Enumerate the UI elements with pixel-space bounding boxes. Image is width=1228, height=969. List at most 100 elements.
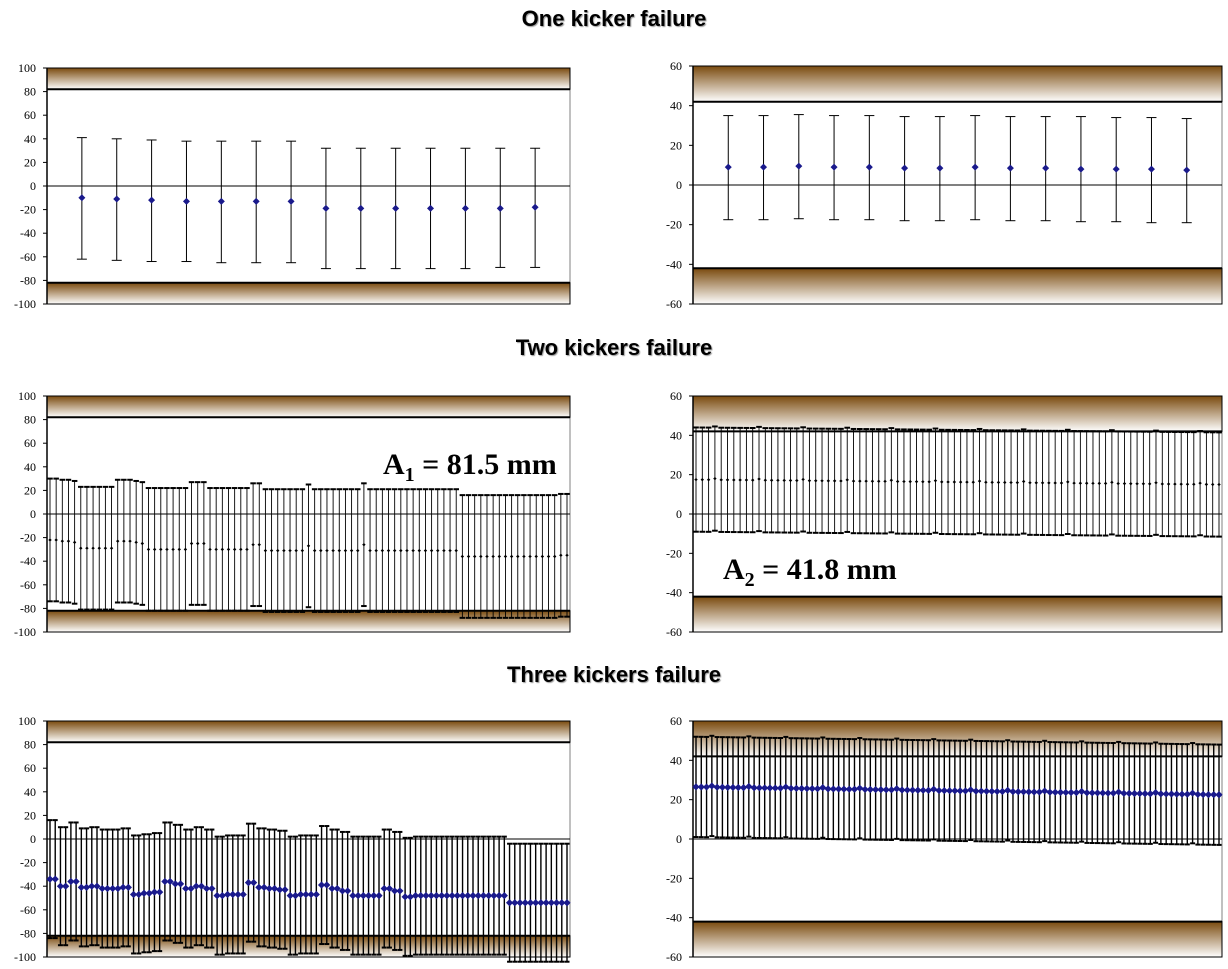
data-point xyxy=(245,547,249,552)
data-point xyxy=(951,787,959,795)
data-point xyxy=(119,883,127,891)
data-point xyxy=(217,197,225,205)
data-point xyxy=(1112,165,1120,173)
data-point xyxy=(1185,482,1190,486)
data-point xyxy=(534,554,538,559)
data-point xyxy=(1188,789,1197,797)
data-point xyxy=(333,884,341,893)
data-point xyxy=(82,883,91,891)
data-point xyxy=(1147,165,1155,173)
y-tick-label: 60 xyxy=(24,761,36,775)
data-point xyxy=(795,162,803,170)
y-tick-label: 100 xyxy=(18,714,36,728)
y-tick-label: -40 xyxy=(20,879,36,893)
data-point xyxy=(51,875,59,883)
data-point xyxy=(98,884,106,893)
data-point xyxy=(1125,789,1133,797)
y-tick-label: 80 xyxy=(24,413,36,427)
y-tick-label: -20 xyxy=(20,531,36,545)
data-point xyxy=(306,544,311,548)
data-point xyxy=(1110,480,1114,485)
data-point xyxy=(56,882,65,890)
data-point xyxy=(1083,789,1091,797)
y-tick-label: 0 xyxy=(676,832,682,846)
y-tick-label: 40 xyxy=(670,428,682,442)
data-point xyxy=(113,195,121,203)
data-point xyxy=(760,163,768,171)
y-tick-label: -80 xyxy=(20,273,36,287)
data-point xyxy=(239,547,243,552)
data-point xyxy=(197,882,206,890)
data-point xyxy=(182,197,190,205)
data-point xyxy=(935,786,943,795)
data-point xyxy=(732,478,736,482)
data-point xyxy=(1035,788,1043,796)
data-point xyxy=(961,787,970,795)
data-point xyxy=(528,554,532,559)
data-point xyxy=(109,884,117,893)
y-tick-label: -20 xyxy=(20,203,36,217)
chart-one-kicker-right: 60 40 20 0 -20 -40 -60 xyxy=(666,59,1223,311)
data-point xyxy=(1210,482,1215,487)
data-point xyxy=(78,194,86,202)
data-point xyxy=(1179,482,1183,486)
data-point xyxy=(1178,790,1186,798)
data-point xyxy=(302,890,310,899)
data-point xyxy=(1077,165,1085,173)
data-point xyxy=(1160,482,1164,486)
data-point xyxy=(1003,480,1007,485)
data-point xyxy=(1173,790,1181,798)
data-point xyxy=(1130,789,1139,798)
y-tick-label: -40 xyxy=(666,586,682,600)
aperture-band-upper xyxy=(46,395,571,418)
y-tick-label: -20 xyxy=(20,856,36,870)
chart-one-kicker-left: 100 80 60 40 20 0 -20 -40 -60 -80 -100 xyxy=(14,61,571,311)
data-point xyxy=(724,163,732,171)
y-tick-label: 60 xyxy=(24,108,36,122)
data-point xyxy=(1166,482,1171,486)
data-point xyxy=(1147,482,1152,486)
title-two-kickers: Two kickers failure xyxy=(515,335,713,360)
data-point xyxy=(946,480,950,484)
data-point xyxy=(540,554,545,559)
data-point xyxy=(165,547,169,552)
data-point xyxy=(1152,789,1160,797)
data-point xyxy=(977,479,982,483)
data-point xyxy=(1204,482,1209,487)
data-point xyxy=(1183,166,1191,174)
data-point xyxy=(189,541,194,546)
data-point xyxy=(908,479,912,484)
data-point xyxy=(1030,788,1038,796)
y-tick-label: 40 xyxy=(24,460,36,474)
y-tick-label: 40 xyxy=(670,753,682,767)
data-point xyxy=(62,882,70,890)
y-tick-label: 60 xyxy=(670,59,682,73)
y-tick-label: 0 xyxy=(30,179,36,193)
data-point xyxy=(1173,482,1177,486)
data-point xyxy=(967,786,975,794)
data-point xyxy=(213,892,221,900)
y-tick-label: -20 xyxy=(666,871,682,885)
data-point xyxy=(128,539,132,543)
data-point xyxy=(1062,788,1070,797)
data-point xyxy=(1014,788,1022,796)
aperture-band-upper xyxy=(46,720,571,743)
chart-three-kickers-left: 100 80 60 40 20 0 -20 -40 -60 -80 -100 xyxy=(14,714,571,964)
data-point xyxy=(322,204,330,212)
data-point xyxy=(531,203,539,211)
data-point xyxy=(1162,790,1170,798)
data-point xyxy=(1192,482,1196,486)
data-point xyxy=(1084,481,1089,485)
y-tick-label: 60 xyxy=(24,436,36,450)
y-tick-label: -60 xyxy=(666,950,682,964)
y-tick-label: -60 xyxy=(20,578,36,592)
data-point xyxy=(192,882,200,890)
data-point xyxy=(1051,788,1059,796)
data-point xyxy=(255,883,263,891)
data-point xyxy=(546,554,551,559)
data-point xyxy=(1028,481,1032,485)
data-point xyxy=(990,480,994,485)
y-tick-label: -60 xyxy=(20,903,36,917)
data-point xyxy=(924,786,933,794)
data-point xyxy=(893,785,901,793)
